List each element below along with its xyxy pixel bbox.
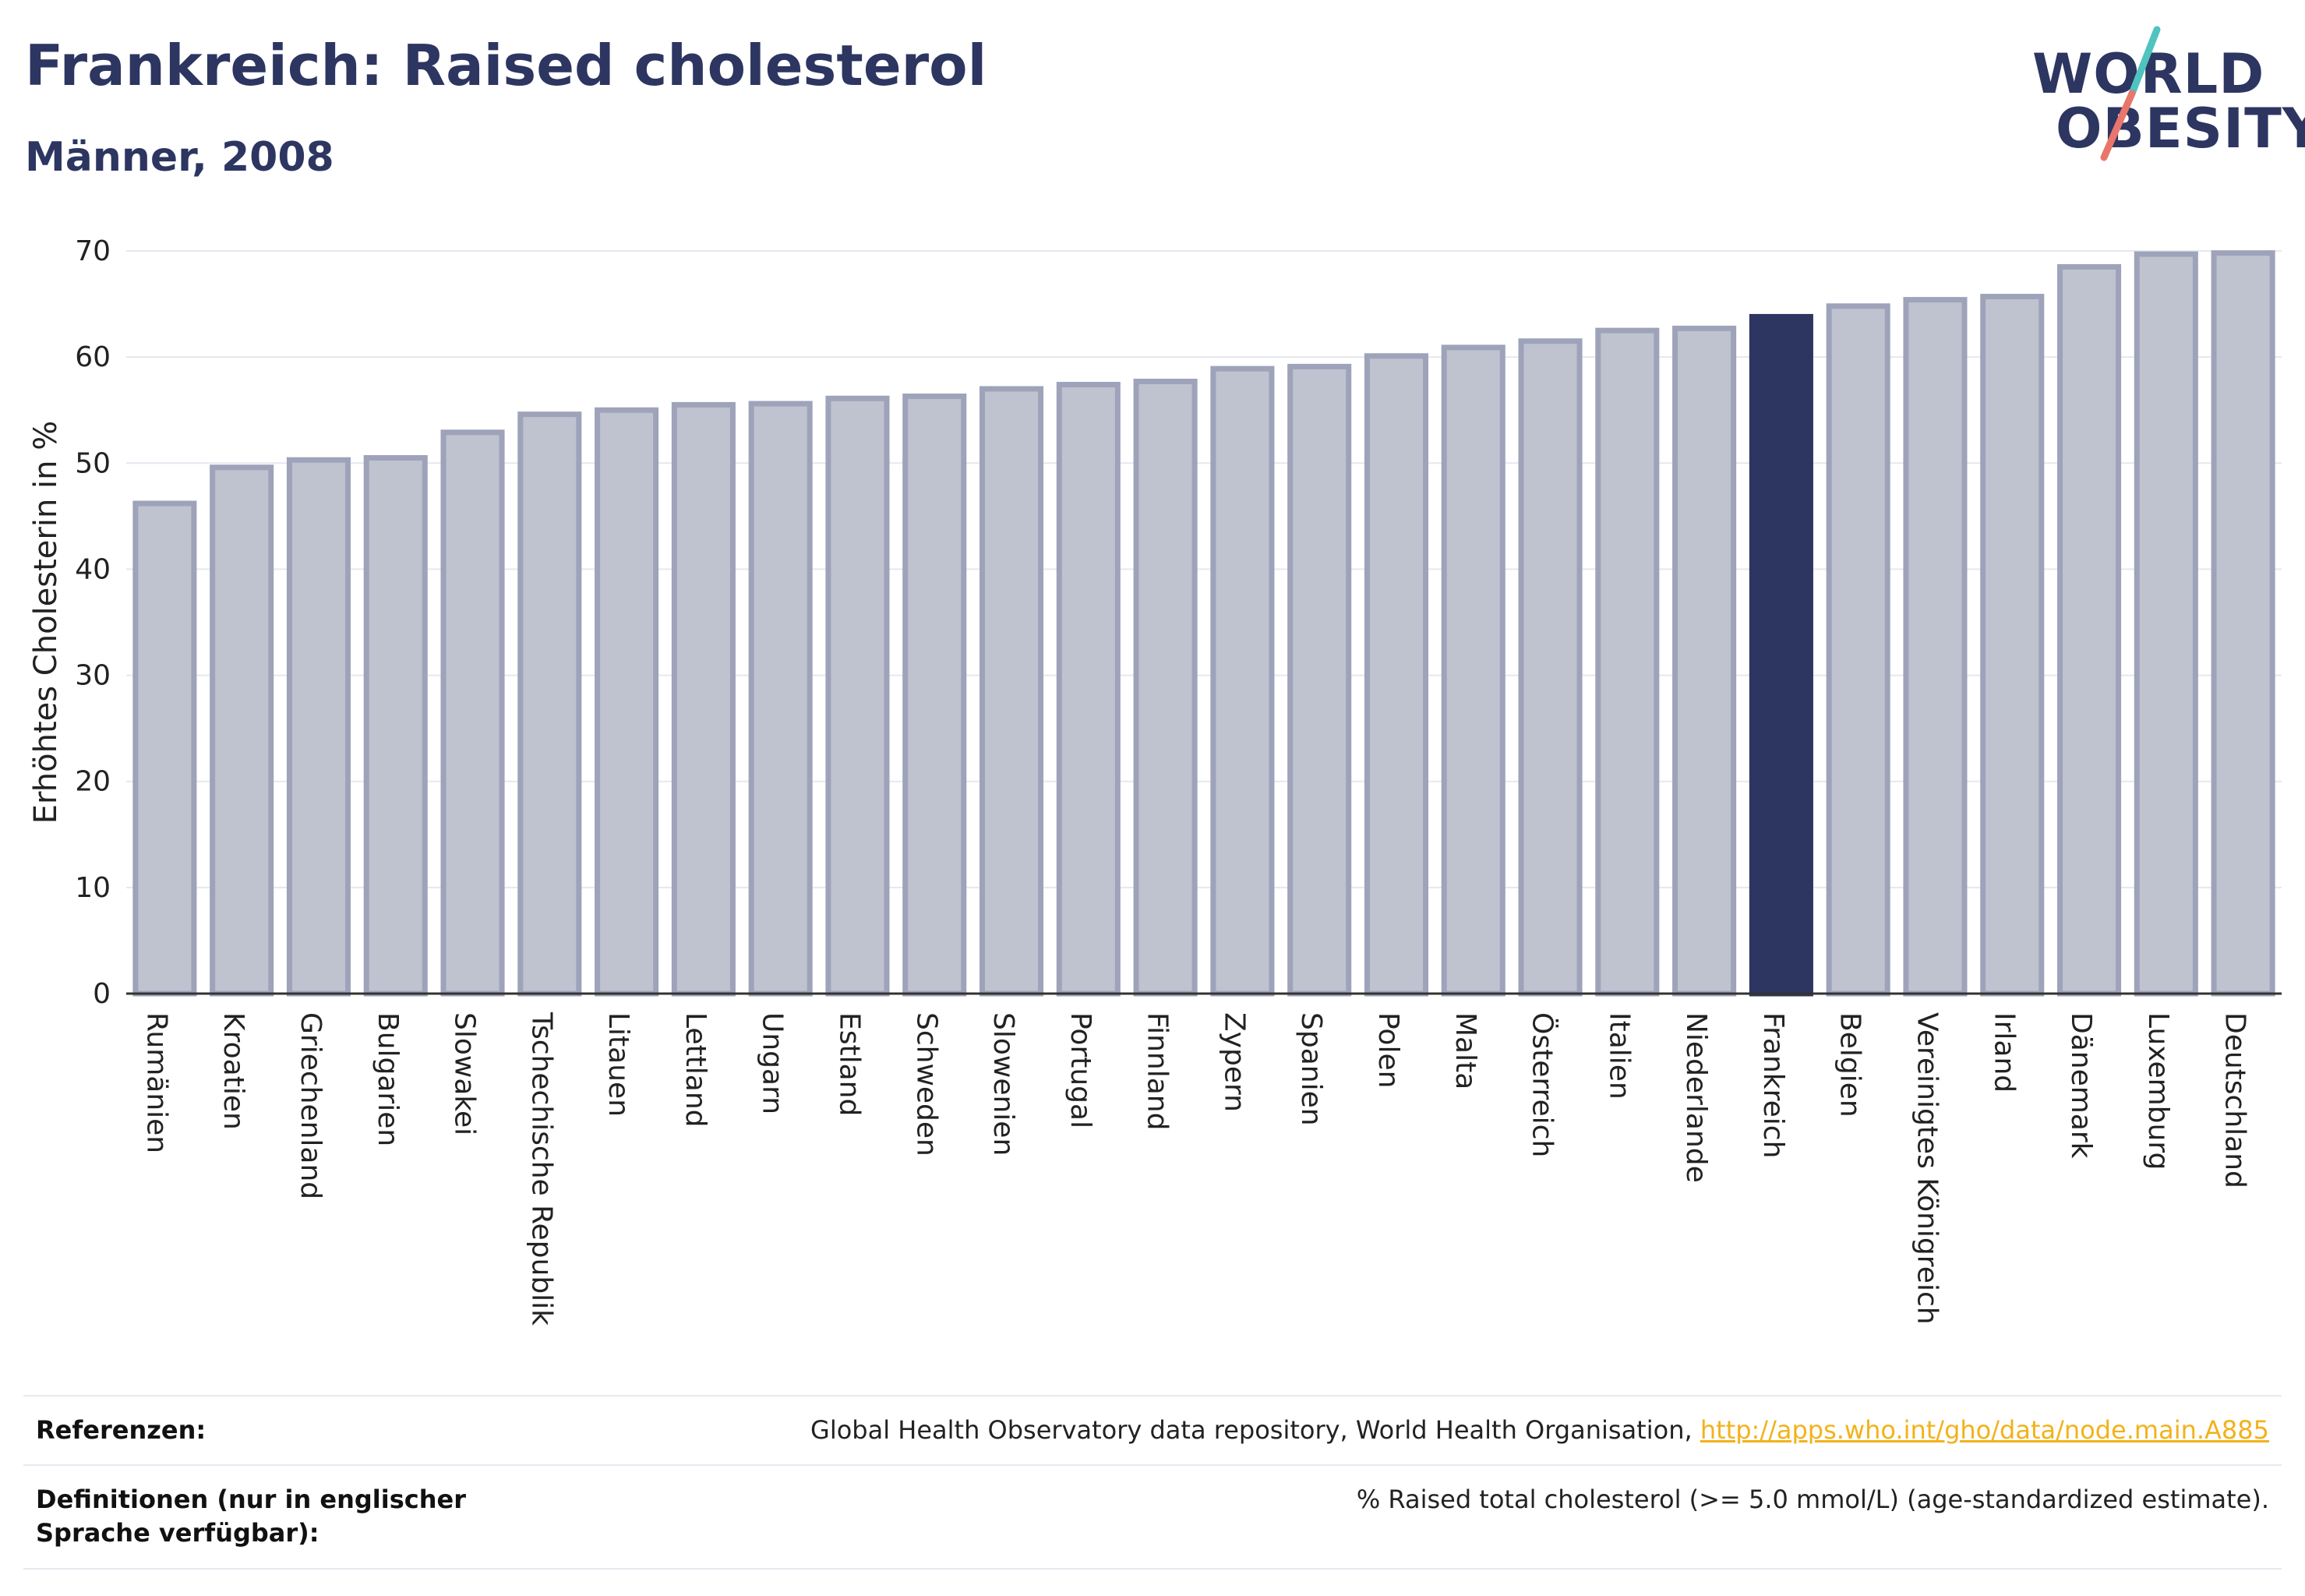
world-obesity-logo: WORLD OBESITY [2032,23,2305,164]
y-tick-label: 70 [75,235,111,267]
x-tick-label: Bulgarien [372,1012,404,1146]
chart-subtitle: Männer, 2008 [25,134,334,181]
bar [1210,365,1275,997]
y-axis-ticks: 0 10 20 30 40 50 60 70 [75,235,111,1010]
references-row: Referenzen: Global Health Observatory da… [23,1395,2282,1464]
definitions-value: % Raised total cholesterol (>= 5.0 mmol/… [1356,1485,2269,1515]
y-tick-label: 60 [75,341,111,373]
x-tick-label: Frankreich [1757,1012,1789,1158]
x-tick-label: Griechenland [295,1012,327,1199]
x-tick-label: Rumänien [140,1012,172,1153]
y-tick-label: 30 [75,660,111,692]
bar [1441,344,1505,997]
bar [1133,378,1198,997]
x-tick-label: Zypern [1218,1012,1250,1112]
definitions-row: Definitionen (nur in englischer Sprache … [23,1464,2282,1570]
x-tick-label: Polen [1372,1012,1404,1088]
bar [1518,338,1583,997]
x-tick-label: Lettland [679,1012,711,1128]
x-axis-ticks: Rumänien Kroatien Griechenland Bulgarien Slo… [140,1012,2250,1326]
y-tick-label: 20 [75,766,111,798]
y-axis-label: Erhöhtes Cholesterin in % [28,421,64,824]
bar [1056,382,1121,997]
bar [2056,263,2122,997]
bar [1826,303,1890,997]
bar [2211,250,2275,997]
x-tick-label: Deutschland [2219,1012,2251,1188]
bar [1672,325,1737,997]
definitions-label: Definitionen (nur in englischer Sprache … [36,1485,466,1548]
chart-title: Frankreich: Raised cholesterol [25,33,987,98]
y-tick-label: 10 [75,872,111,904]
x-tick-label: Spanien [1295,1012,1327,1126]
bar [1364,353,1429,997]
bar [1287,363,1352,997]
x-tick-label: Österreich [1527,1012,1559,1157]
x-tick-label: Litauen [602,1012,634,1117]
references-value: Global Health Observatory data repositor… [810,1414,2269,1447]
x-tick-label: Estland [833,1012,865,1116]
bar-highlight [1749,313,1813,997]
x-tick-label: Portugal [1064,1012,1096,1128]
bar [440,429,505,997]
bar [825,395,890,997]
bar [210,464,274,997]
references-text: Global Health Observatory data repositor… [810,1415,1693,1445]
x-tick-label: Slowenien [987,1012,1019,1156]
x-tick-label: Tschechische Republik [525,1012,557,1326]
bar [517,411,582,997]
bar [2134,251,2198,997]
x-tick-label: Irland [1988,1012,2020,1093]
x-tick-label: Slowakei [449,1012,481,1135]
bar [286,457,351,997]
x-tick-label: Belgien [1834,1012,1866,1118]
bar [671,401,736,997]
x-tick-label: Malta [1449,1012,1481,1089]
bar [1903,297,1968,997]
y-tick-label: 40 [75,553,111,585]
references-label: Referenzen: [36,1415,206,1445]
bars [132,250,2275,997]
x-tick-label: Schweden [910,1012,942,1156]
logo-slash-icon [2100,26,2161,161]
x-tick-label: Niederlande [1680,1012,1712,1183]
bar [132,500,197,997]
footer-table: Referenzen: Global Health Observatory da… [23,1395,2282,1570]
bar [748,401,813,997]
references-link[interactable]: http://apps.who.int/gho/data/node.main.A… [1700,1415,2269,1445]
logo-word-obesity: OBESITY [2056,97,2305,161]
bar [902,394,967,997]
bar [595,407,659,997]
y-tick-label: 0 [93,978,111,1010]
x-tick-label: Italien [1603,1012,1635,1100]
x-tick-label: Luxemburg [2142,1012,2174,1170]
x-tick-label: Finnland [1142,1012,1174,1130]
bar [1595,327,1660,997]
x-tick-label: Dänemark [2065,1012,2097,1159]
x-tick-label: Kroatien [217,1012,249,1130]
x-tick-label: Ungarn [757,1012,789,1114]
x-tick-label: Vereinigtes Königreich [1911,1012,1943,1325]
bar-chart: 0 10 20 30 40 50 60 70 Rumänien Kroatien Griechen… [28,235,2282,1326]
bar [363,454,428,997]
bar [1980,294,2045,997]
y-tick-label: 50 [75,447,111,479]
bar [979,386,1044,997]
